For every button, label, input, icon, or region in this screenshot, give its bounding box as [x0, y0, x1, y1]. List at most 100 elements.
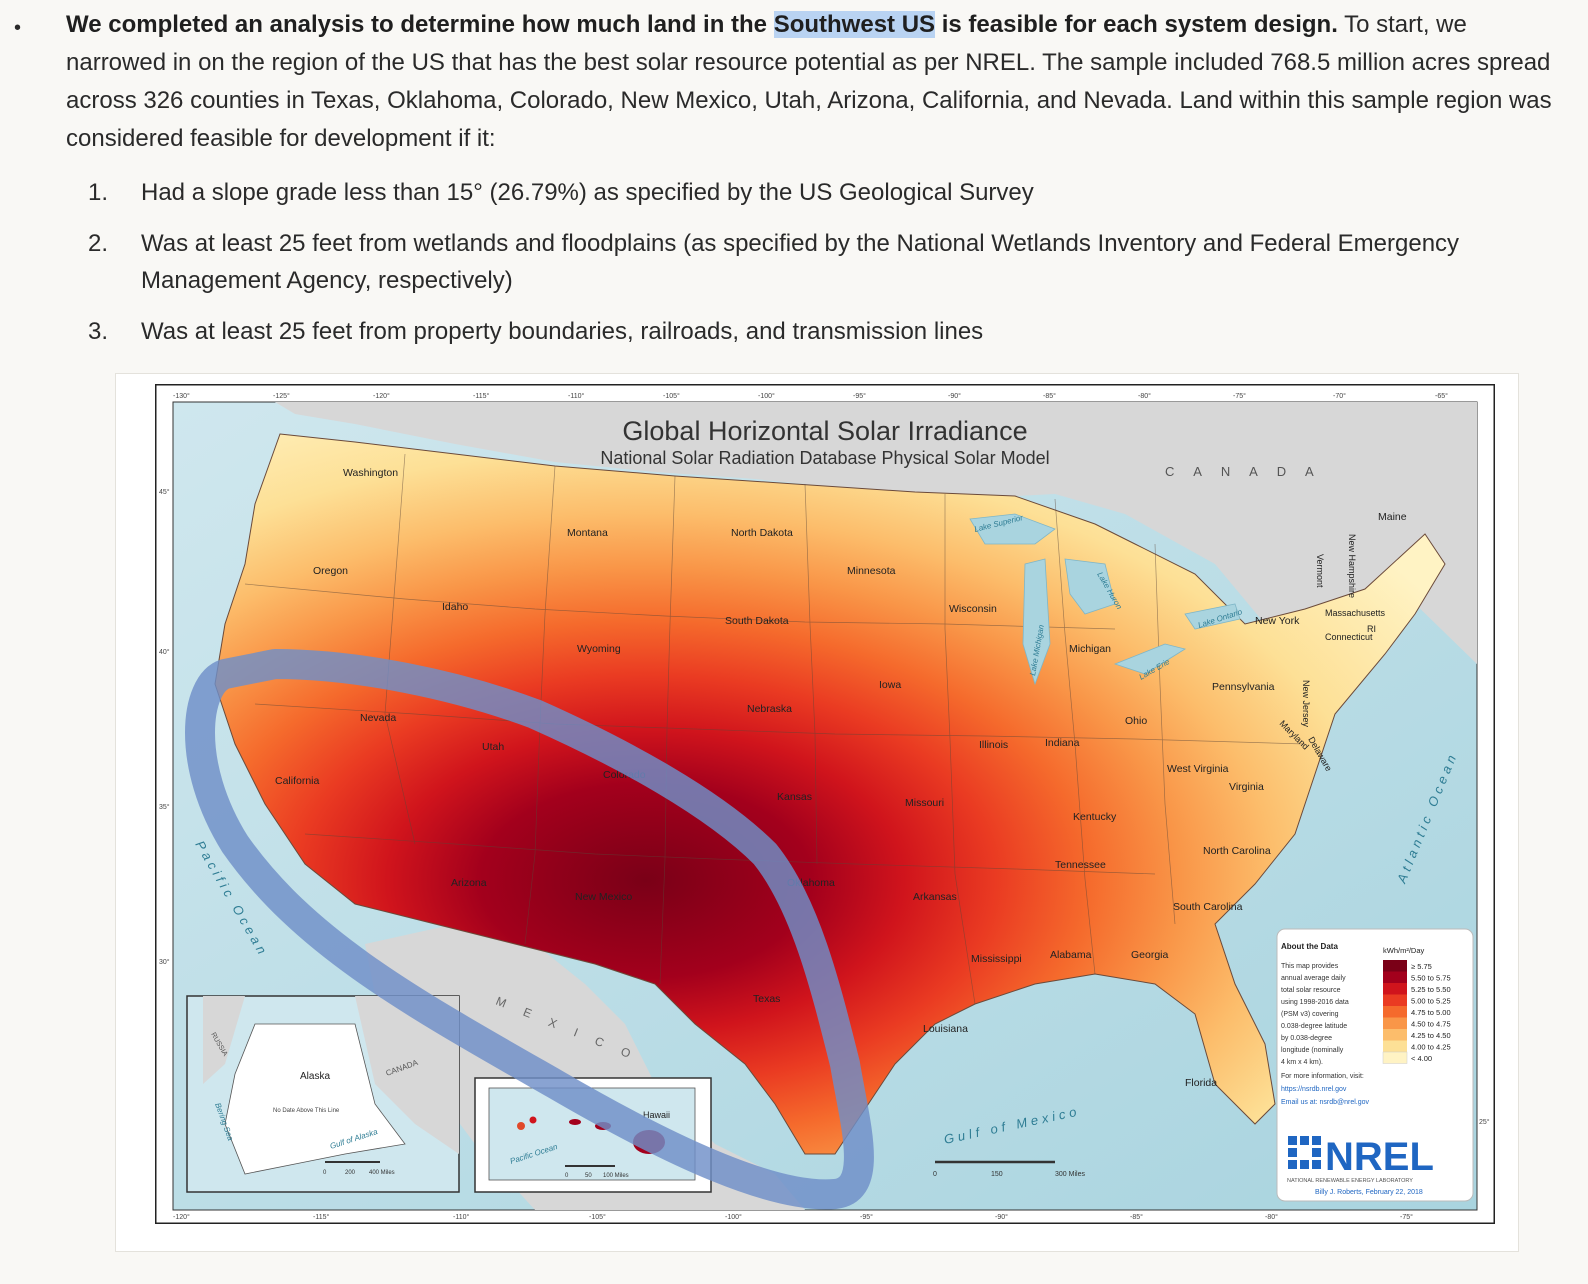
tick-label: -85°: [1130, 1213, 1143, 1221]
legend-class-label: 5.50 to 5.75: [1411, 974, 1451, 983]
state-label: Montana: [567, 527, 608, 539]
state-label: Texas: [753, 993, 780, 1005]
legend-box: About the Data kWh/m²/Day This map provi…: [1276, 928, 1474, 1202]
state-label: Alabama: [1050, 949, 1092, 961]
state-label: Wisconsin: [949, 603, 997, 615]
great-lakes: [969, 513, 1241, 686]
tick-label: -105°: [663, 392, 680, 400]
state-label: Nebraska: [747, 703, 792, 715]
map-subtitle: National Solar Radiation Database Physic…: [600, 448, 1049, 468]
state-label: Mississippi: [971, 953, 1022, 965]
nrel-wordmark: NREL: [1325, 1135, 1434, 1179]
state-borders: [244, 453, 1306, 1005]
map-credit: Billy J. Roberts, February 22, 2018: [1315, 1189, 1423, 1196]
state-label: New Jersey: [1301, 680, 1311, 728]
tick-label: 45°: [159, 488, 170, 496]
tick-label: 35°: [159, 803, 170, 811]
southwest-highlight-outline: [185, 649, 874, 1210]
legend-line: 4 km x 4 km).: [1281, 1059, 1323, 1066]
legend-description: This map provides annual average daily t…: [1281, 963, 1370, 1106]
legend-swatch: [1383, 1029, 1407, 1041]
tick-label: 30°: [159, 958, 170, 966]
state-label: California: [275, 775, 320, 787]
legend-class-label: 5.00 to 5.25: [1411, 997, 1451, 1006]
us-heatmap: [214, 433, 1446, 1155]
legend-class-label: ≥ 5.75: [1411, 962, 1432, 971]
bold-tail: is feasible for each system design.: [941, 11, 1338, 38]
state-label: Ohio: [1125, 715, 1147, 727]
side-ticks: 45° 40° 35° 30° 25°: [159, 488, 1490, 1126]
state-label: Arizona: [451, 877, 487, 889]
legend-line: (PSM v3) covering: [1281, 1011, 1339, 1018]
list-text: Was at least 25 feet from wetlands and f…: [141, 230, 1460, 294]
scale-label: 50: [585, 1173, 592, 1179]
state-label: Iowa: [879, 679, 901, 691]
state-label: Nevada: [360, 712, 396, 724]
legend-unit: kWh/m²/Day: [1383, 946, 1425, 955]
tick-label: -70°: [1333, 392, 1346, 400]
tick-label: -90°: [948, 392, 961, 400]
legend-class-label: 4.25 to 4.50: [1411, 1031, 1451, 1040]
state-label: Pennsylvania: [1212, 681, 1275, 693]
legend-class-label: 4.50 to 4.75: [1411, 1020, 1451, 1029]
selected-text[interactable]: Southwest US: [773, 11, 936, 38]
scale-label: 400 Miles: [369, 1170, 395, 1176]
canada-label: C A N A D A: [1165, 464, 1322, 479]
tick-label: -95°: [860, 1213, 873, 1221]
tick-label: -120°: [173, 1213, 190, 1221]
tick-label: -110°: [453, 1213, 469, 1221]
map-title: Global Horizontal Solar Irradiance: [622, 416, 1027, 446]
list-text: Had a slope grade less than 15° (26.79%)…: [141, 179, 1034, 206]
legend-line: annual average daily: [1281, 975, 1346, 982]
solar-map-figure[interactable]: Global Horizontal Solar Irradiance Natio…: [115, 373, 1519, 1252]
tick-label: 25°: [1479, 1118, 1490, 1126]
state-label: RI: [1367, 624, 1376, 634]
state-label: Kansas: [777, 791, 812, 803]
scale-label: 200: [345, 1170, 356, 1176]
tick-label: -85°: [1043, 392, 1056, 400]
tick-label: -90°: [995, 1213, 1008, 1221]
nrel-logo: NREL NATIONAL RENEWABLE ENERGY LABORATOR…: [1287, 1135, 1434, 1196]
state-label: Arkansas: [913, 891, 957, 903]
paragraph-body: To start, we narrowed in on the region o…: [66, 11, 1552, 152]
bottom-ticks: -120° -115° -110° -105° -100° -95° -90° …: [173, 1213, 1413, 1221]
state-label: Idaho: [442, 601, 468, 613]
tick-label: -100°: [758, 392, 775, 400]
dateline-label: No Date Above This Line: [273, 1108, 340, 1114]
tick-label: -120°: [373, 392, 390, 400]
legend-swatch: [1383, 1006, 1407, 1018]
state-label: South Dakota: [725, 615, 789, 627]
legend-line: 0.038-degree latitude: [1281, 1023, 1347, 1030]
legend-line: total solar resource: [1281, 987, 1341, 994]
tick-label: -125°: [273, 392, 290, 400]
legend-class-label: 4.75 to 5.00: [1411, 1008, 1451, 1017]
legend-url: https://nsrdb.nrel.gov: [1281, 1086, 1347, 1093]
state-label: Connecticut: [1325, 632, 1373, 642]
analysis-paragraph: We completed an analysis to determine ho…: [66, 6, 1566, 158]
solar-irradiance-map: Global Horizontal Solar Irradiance Natio…: [153, 382, 1497, 1226]
list-item: 2. Was at least 25 feet from wetlands an…: [66, 225, 1566, 299]
list-number: 1.: [88, 179, 109, 206]
legend-swatch: [1382, 1051, 1408, 1064]
tick-label: 40°: [159, 648, 170, 656]
legend-more-info: For more information, visit:: [1281, 1073, 1364, 1080]
main-scale-bar: 0 150 300 Miles: [933, 1160, 1085, 1178]
top-ticks: -130° -125° -120° -115° -110° -105° -100…: [173, 392, 1448, 400]
bullet-marker: •: [14, 17, 22, 39]
state-label: Kentucky: [1073, 811, 1117, 823]
legend-swatches: [1382, 960, 1408, 1064]
nrel-subtitle: NATIONAL RENEWABLE ENERGY LABORATORY: [1287, 1178, 1413, 1184]
state-label: New Hampshire: [1347, 534, 1357, 598]
state-label: Indiana: [1045, 737, 1080, 749]
legend-labels: ≥ 5.75 5.50 to 5.75 5.25 to 5.50 5.00 to…: [1411, 962, 1451, 1063]
scale-label: 0: [933, 1171, 937, 1178]
tick-label: -80°: [1265, 1213, 1278, 1221]
state-label: West Virginia: [1167, 763, 1229, 775]
legend-heading: About the Data: [1281, 942, 1338, 951]
bold-lead: We completed an analysis to determine ho…: [66, 11, 768, 38]
legend-swatch: [1383, 1017, 1407, 1029]
alaska-inset: Alaska RUSSIA CANADA Bering Sea Gulf of …: [186, 995, 460, 1193]
state-label: Vermont: [1315, 554, 1325, 588]
legend-swatch: [1383, 971, 1407, 983]
scale-label: 0: [565, 1173, 569, 1179]
